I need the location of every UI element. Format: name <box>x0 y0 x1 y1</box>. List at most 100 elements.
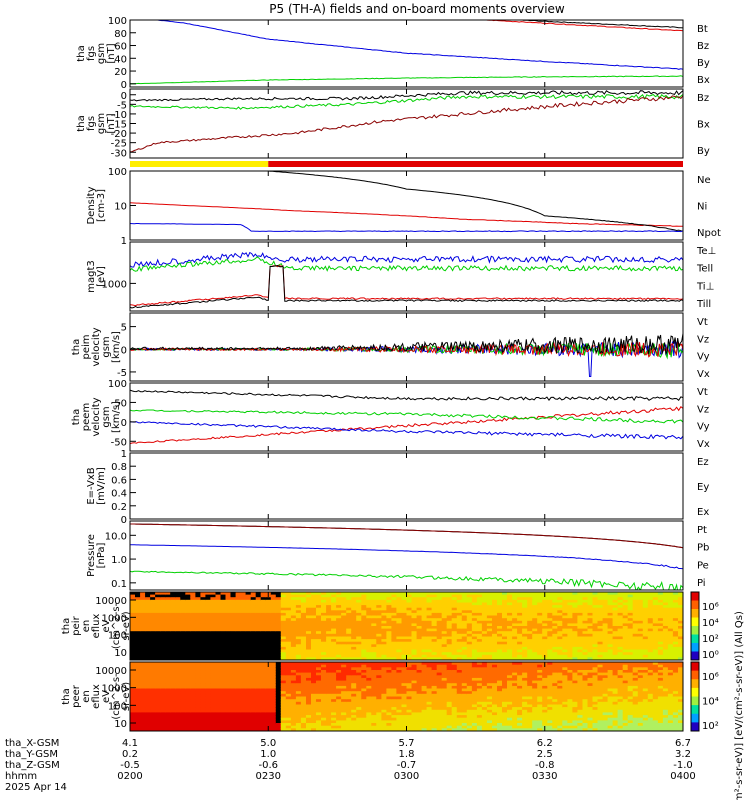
peer-cell <box>145 709 151 714</box>
peir-cell <box>532 628 538 632</box>
peir-cell <box>577 636 583 640</box>
peir-cell <box>215 628 222 632</box>
peer-cell <box>331 685 337 690</box>
peir-cell <box>461 628 468 632</box>
peir-cell <box>577 652 583 656</box>
peir-cell <box>346 631 352 635</box>
temperature-series <box>130 256 683 272</box>
peir-cell <box>476 607 483 611</box>
peir-cell <box>502 657 508 660</box>
peer-cell <box>165 664 171 668</box>
peir-cell <box>290 602 297 606</box>
peir-cell <box>346 641 352 645</box>
peer-cell <box>265 699 272 703</box>
peir-cell <box>441 646 448 651</box>
peer-cell <box>471 677 478 682</box>
peer-cell <box>150 728 156 731</box>
peir-cell <box>175 599 181 603</box>
peir-cell <box>135 605 141 609</box>
peir-cell <box>396 657 402 660</box>
peer-cell <box>446 680 453 684</box>
peer-cell <box>391 667 397 671</box>
peer-cell <box>346 664 352 668</box>
peir-cell <box>577 592 583 596</box>
peir-cell <box>290 646 297 651</box>
peir-cell <box>652 618 659 622</box>
peir-cell <box>165 599 171 603</box>
peir-cell <box>456 610 463 614</box>
peir-cell <box>582 646 589 651</box>
peer-cell <box>145 683 151 687</box>
peer-cell <box>456 720 463 724</box>
peir-cell <box>632 623 639 627</box>
peir-cell <box>446 628 453 632</box>
peer-cell <box>341 707 347 711</box>
peir-cell <box>145 618 151 622</box>
peir-cell <box>492 639 498 643</box>
peer-cell <box>260 720 267 724</box>
peir-cell <box>667 657 674 660</box>
peer-cell <box>145 699 151 703</box>
peer-cell <box>426 704 433 708</box>
peir-cell <box>346 657 352 660</box>
peer-cell <box>426 720 433 724</box>
peir-cell <box>552 618 558 622</box>
peer-cell <box>220 675 227 679</box>
peir-cell <box>612 649 619 653</box>
peir-cell <box>537 612 543 617</box>
peir-cell <box>657 636 664 640</box>
peir-cell <box>255 602 262 606</box>
peir-cell <box>190 592 196 596</box>
peir-cell <box>577 599 583 603</box>
peer-cell <box>336 675 342 679</box>
peir-cell <box>652 599 659 603</box>
peir-cell <box>336 607 342 611</box>
peir-cell <box>406 644 413 648</box>
peir-cell <box>537 636 543 640</box>
peir-cell <box>150 615 156 619</box>
peir-cell <box>285 633 292 637</box>
peir-cell <box>522 620 528 624</box>
peer-cell <box>401 667 408 671</box>
peir-cell <box>471 612 478 617</box>
peir-cell <box>497 649 503 653</box>
peir-cell <box>190 615 196 619</box>
peir-cell <box>145 646 151 651</box>
peer-cell <box>215 709 222 714</box>
peer-cell <box>341 664 347 668</box>
peir-cell <box>416 628 423 632</box>
peir-cell <box>632 639 639 643</box>
peir-cell <box>145 633 151 637</box>
peir-cell <box>195 652 201 656</box>
peer-cell <box>411 699 418 703</box>
peer-cell <box>200 662 206 666</box>
peer-cell <box>456 667 463 671</box>
peer-cell <box>431 707 438 711</box>
peer-cell <box>306 677 312 682</box>
peir-cell <box>527 612 533 617</box>
peir-cell <box>502 636 508 640</box>
peim-velocity-ylabel-line: peim <box>81 334 92 359</box>
peir-cell <box>366 597 372 601</box>
peer-cell <box>371 677 377 682</box>
peir-cell <box>587 607 594 611</box>
peer-cell <box>441 696 448 700</box>
peir-cell <box>652 649 659 653</box>
peer-cell <box>145 670 151 674</box>
peir-cell <box>441 602 448 606</box>
peer-cell <box>461 662 468 666</box>
temperature-legend-Tell: Tell <box>696 264 713 275</box>
peir-cell <box>386 594 392 598</box>
peim-velocity-series <box>130 333 683 356</box>
peer-cell <box>321 725 327 729</box>
peir-cell <box>170 605 176 609</box>
peer-cell <box>446 701 453 706</box>
peir-cell <box>255 599 262 603</box>
peir-cell <box>250 636 257 640</box>
peir-cell <box>331 594 337 598</box>
peer-cell <box>160 675 166 679</box>
peir-cell <box>456 599 463 603</box>
peir-cell <box>527 602 533 606</box>
peir-cell <box>200 657 206 660</box>
